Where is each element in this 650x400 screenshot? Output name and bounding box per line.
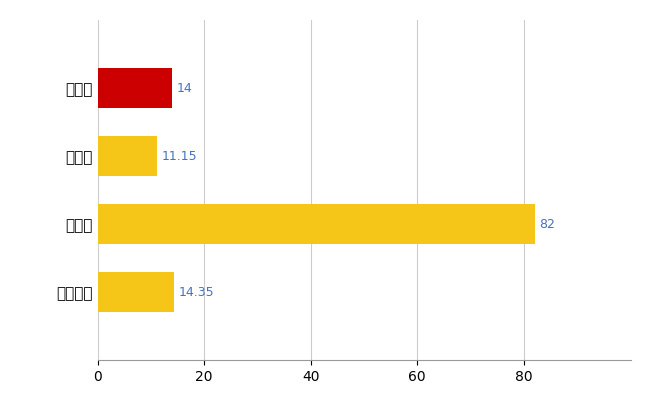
Bar [98, 204, 534, 244]
Text: 82: 82 [539, 218, 554, 230]
Text: 14.35: 14.35 [178, 286, 214, 298]
Text: 11.15: 11.15 [161, 150, 197, 162]
Text: 14: 14 [176, 82, 192, 94]
Bar [98, 272, 174, 312]
Bar [98, 136, 157, 176]
Bar [98, 68, 172, 108]
